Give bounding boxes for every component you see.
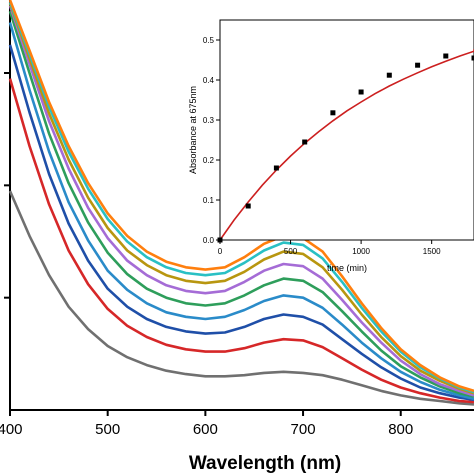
inset-y-axis-title: Absorbance at 675nm	[188, 86, 198, 174]
inset-data-point	[386, 72, 392, 78]
spectrum-line-4	[8, 22, 474, 401]
main-x-axis-title: Wavelength (nm)	[189, 453, 341, 474]
inset-y-tick-label: 0.0	[203, 236, 215, 245]
inset-data-point	[302, 139, 308, 145]
main-series-group	[8, 0, 474, 406]
inset-data-point	[415, 62, 421, 68]
inset-ticks: 0 500 1000 1500 0.0 0.1 0.2 0.3 0.4 0.5	[203, 36, 441, 256]
spectrum-line-3	[8, 44, 474, 402]
inset-fit-curve	[219, 49, 474, 241]
inset-data-point	[471, 55, 474, 61]
spectrum-line-1	[8, 190, 474, 406]
main-x-tick-label: 500	[95, 421, 120, 438]
inset-data-point	[245, 203, 251, 209]
inset-points-group	[217, 53, 474, 243]
main-x-tick-label: 800	[388, 421, 413, 438]
inset-x-tick-label: 500	[284, 247, 298, 256]
inset-x-tick-label: 1500	[423, 247, 441, 256]
inset-y-tick-label: 0.5	[203, 36, 215, 45]
spectrum-line-9	[8, 0, 474, 393]
spectrum-line-8	[8, 1, 474, 394]
inset-data-point	[443, 53, 449, 59]
inset-data-point	[217, 237, 223, 243]
spectrum-line-2	[8, 78, 474, 404]
spectrum-line-5	[8, 10, 474, 398]
main-x-tick-label: 700	[291, 421, 316, 438]
inset-fit-group	[219, 49, 474, 241]
inset-data-point	[358, 89, 364, 95]
spectrum-line-7	[8, 2, 474, 395]
inset-x-axis-title: time (min)	[327, 263, 367, 273]
inset-x-tick-label: 1000	[352, 247, 370, 256]
main-ticks: 400 500 600 700 800	[0, 72, 413, 438]
inset-data-point	[273, 165, 279, 171]
inset-y-tick-label: 0.1	[203, 196, 215, 205]
main-x-tick-label: 600	[193, 421, 218, 438]
inset-y-tick-label: 0.2	[203, 156, 215, 165]
inset-y-tick-label: 0.4	[203, 76, 215, 85]
inset-chart: 0 500 1000 1500 0.0 0.1 0.2 0.3 0.4 0.5 time (min…	[188, 19, 474, 273]
inset-y-tick-label: 0.3	[203, 116, 215, 125]
inset-frame	[219, 19, 474, 241]
spectrum-line-6	[8, 5, 474, 397]
main-x-tick-label: 400	[0, 421, 23, 438]
inset-x-tick-label: 0	[218, 247, 223, 256]
inset-data-point	[330, 110, 336, 116]
